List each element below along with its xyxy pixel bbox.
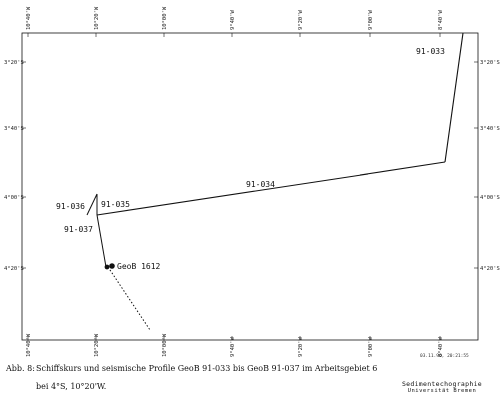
left-lat-label: 4°00'S (4, 195, 24, 201)
bottom-lon-ticks (27, 336, 441, 340)
caption-label: Abb. 8: (6, 364, 35, 373)
bottom-lon-label: 9°40'W (230, 336, 236, 357)
top-lon-label: 10°40'W (26, 6, 32, 30)
left-lat-label: 4°20'S (4, 266, 24, 272)
caption-line-2: bei 4°S, 10°20'W. (36, 382, 107, 391)
logo-line-1: Sedimentechographie (401, 380, 482, 388)
track-91-034 (96, 161, 446, 216)
institution-logo: Sedimentechographie Universität Bremen (402, 380, 482, 394)
profile-label-91-033: 91-033 (416, 47, 445, 56)
track-91-037 (96, 214, 107, 268)
top-lon-label: 9°00'W (368, 9, 374, 30)
right-lat-label: 3°20'S (480, 60, 500, 66)
left-lat-label: 3°40'S (4, 126, 24, 132)
map-frame (21, 32, 479, 341)
map-figure: 10°40'W 10°20'W 10°00'W 9°40'W 9°20'W 9°… (4, 6, 500, 359)
bottom-lon-label: 9°20'W (298, 336, 304, 357)
right-lat-label: 4°00'S (480, 195, 500, 201)
profile-label-91-037: 91-037 (64, 225, 93, 234)
date-stamp: 03.11.96, 20:21:55 (420, 353, 469, 359)
bottom-lon-label: 9°00'W (368, 336, 374, 357)
bottom-lon-label: 10°40'W (26, 333, 32, 357)
station-label: GeoB 1612 (117, 262, 161, 271)
logo-line-2: Universität Bremen (407, 388, 477, 394)
track-91-033 (444, 32, 464, 163)
station-marker (104, 264, 110, 270)
top-lon-ticks (27, 33, 441, 37)
track-dotted-transit (107, 266, 151, 331)
top-lon-label: 9°40'W (230, 9, 236, 30)
caption-line-1: Schiffskurs und seismische Profile GeoB … (36, 364, 378, 373)
top-lon-label: 10°20'W (94, 6, 100, 30)
profile-label-91-036: 91-036 (56, 202, 85, 211)
track-91-036 (86, 193, 98, 216)
bottom-lon-label: 10°00'W (162, 333, 168, 357)
profile-label-91-034: 91-034 (246, 180, 275, 189)
lat-ticks (22, 61, 478, 269)
bottom-lon-label: 8°40'W (438, 336, 444, 357)
right-lat-label: 3°40'S (480, 126, 500, 132)
station-marker (109, 263, 115, 269)
figure-caption: Abb. 8: Schiffskurs und seismische Profi… (6, 362, 494, 398)
top-lon-label: 9°20'W (298, 9, 304, 30)
top-lon-label: 8°40'W (438, 9, 444, 30)
right-lat-label: 4°20'S (480, 266, 500, 272)
top-lon-label: 10°00'W (162, 6, 168, 30)
left-lat-label: 3°20'S (4, 60, 24, 66)
profile-label-91-035: 91-035 (101, 200, 130, 209)
bottom-lon-label: 10°20'W (94, 333, 100, 357)
